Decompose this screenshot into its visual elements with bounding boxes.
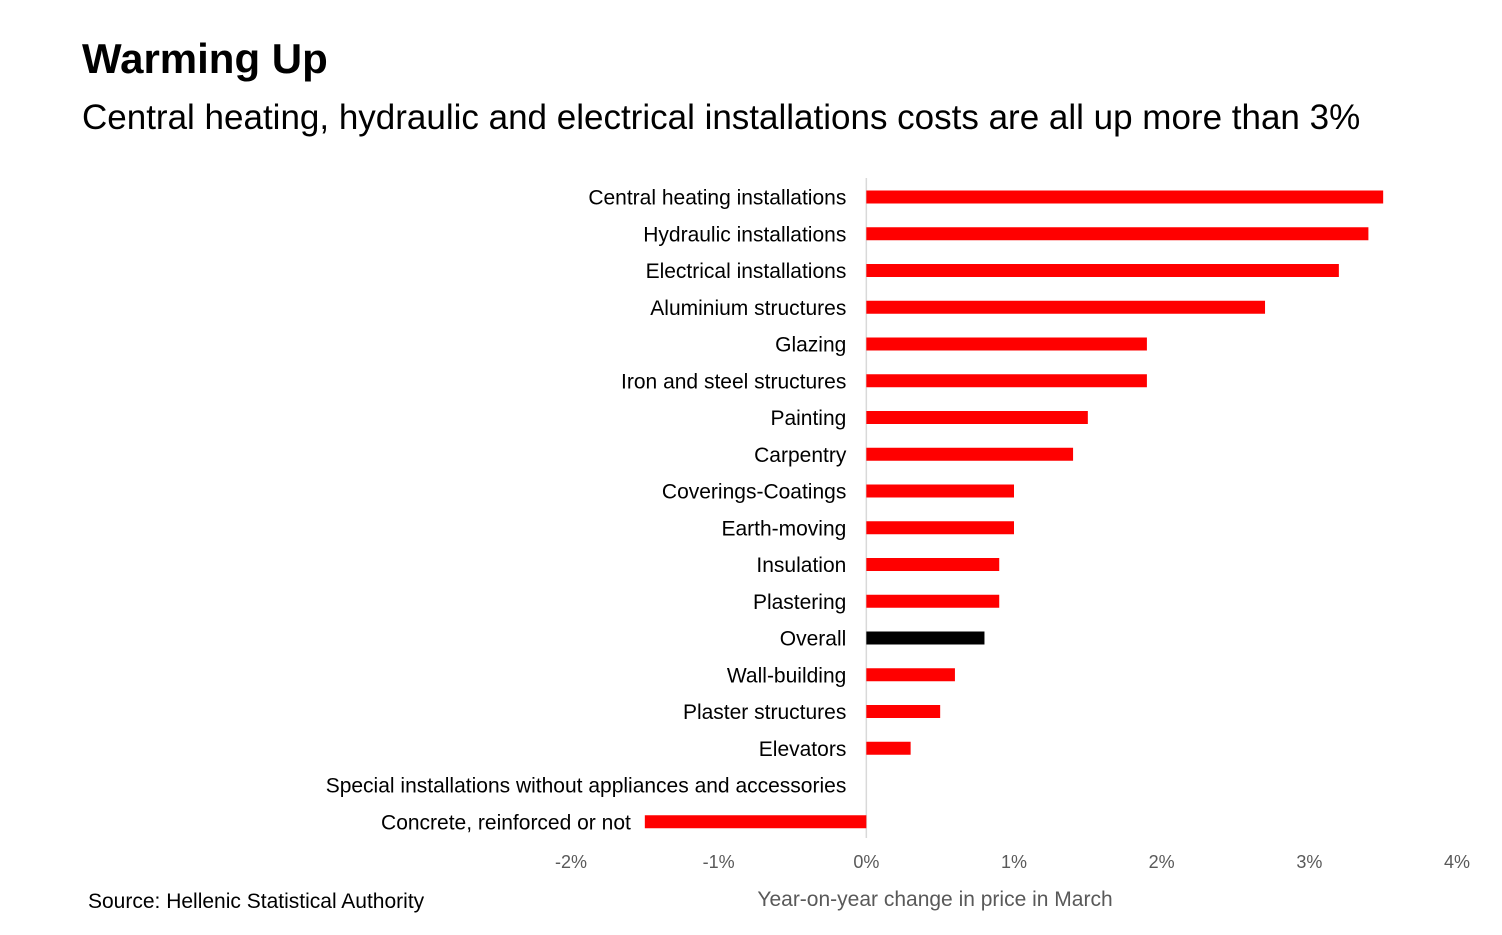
bar-10 bbox=[866, 558, 1000, 571]
category-label-16: Special installations without appliances… bbox=[326, 775, 847, 798]
bar-0 bbox=[866, 190, 1384, 204]
source-note: Source: Hellenic Statistical Authority bbox=[88, 890, 425, 913]
bar-9 bbox=[866, 521, 1014, 535]
bar-15 bbox=[866, 741, 911, 755]
chart-subtitle: Central heating, hydraulic and electrica… bbox=[82, 98, 1361, 137]
bar-13 bbox=[866, 668, 955, 682]
category-label-7: Carpentry bbox=[754, 444, 847, 467]
bar-4 bbox=[866, 337, 1147, 351]
category-label-17: Concrete, reinforced or not bbox=[381, 811, 631, 834]
x-tick-label-6: 4% bbox=[1444, 852, 1470, 872]
category-label-13: Wall-building bbox=[727, 664, 846, 687]
category-label-15: Elevators bbox=[759, 738, 847, 761]
category-label-1: Hydraulic installations bbox=[643, 223, 846, 246]
x-tick-label-5: 3% bbox=[1296, 852, 1322, 872]
x-axis-title: Year-on-year change in price in March bbox=[757, 888, 1112, 911]
bar-8 bbox=[866, 484, 1014, 498]
category-label-4: Glazing bbox=[775, 334, 846, 357]
category-label-8: Coverings-Coatings bbox=[662, 481, 846, 504]
bar-3 bbox=[866, 300, 1266, 314]
category-label-0: Central heating installations bbox=[588, 187, 846, 210]
category-label-5: Iron and steel structures bbox=[621, 370, 846, 393]
category-label-3: Aluminium structures bbox=[650, 297, 846, 320]
category-label-12: Overall bbox=[780, 628, 847, 651]
x-tick-label-2: 0% bbox=[853, 852, 879, 872]
bar-17 bbox=[644, 815, 867, 829]
chart-title: Warming Up bbox=[82, 35, 328, 82]
bar-5 bbox=[866, 374, 1147, 388]
x-tick-label-1: -1% bbox=[703, 852, 735, 872]
category-label-11: Plastering bbox=[753, 591, 846, 614]
bar-1 bbox=[866, 227, 1369, 241]
category-label-10: Insulation bbox=[756, 554, 846, 577]
x-tick-label-3: 1% bbox=[1001, 852, 1027, 872]
bar-14 bbox=[866, 705, 941, 718]
x-tick-label-0: -2% bbox=[555, 852, 587, 872]
category-label-14: Plaster structures bbox=[683, 701, 846, 724]
bar-2 bbox=[866, 264, 1339, 277]
category-label-2: Electrical installations bbox=[646, 260, 847, 283]
bar-11 bbox=[866, 594, 1000, 608]
category-label-6: Painting bbox=[770, 407, 846, 430]
bar-7 bbox=[866, 447, 1074, 461]
bar-6 bbox=[866, 411, 1088, 424]
category-label-9: Earth-moving bbox=[721, 517, 846, 540]
x-tick-label-4: 2% bbox=[1149, 852, 1175, 872]
bar-12 bbox=[866, 631, 985, 645]
